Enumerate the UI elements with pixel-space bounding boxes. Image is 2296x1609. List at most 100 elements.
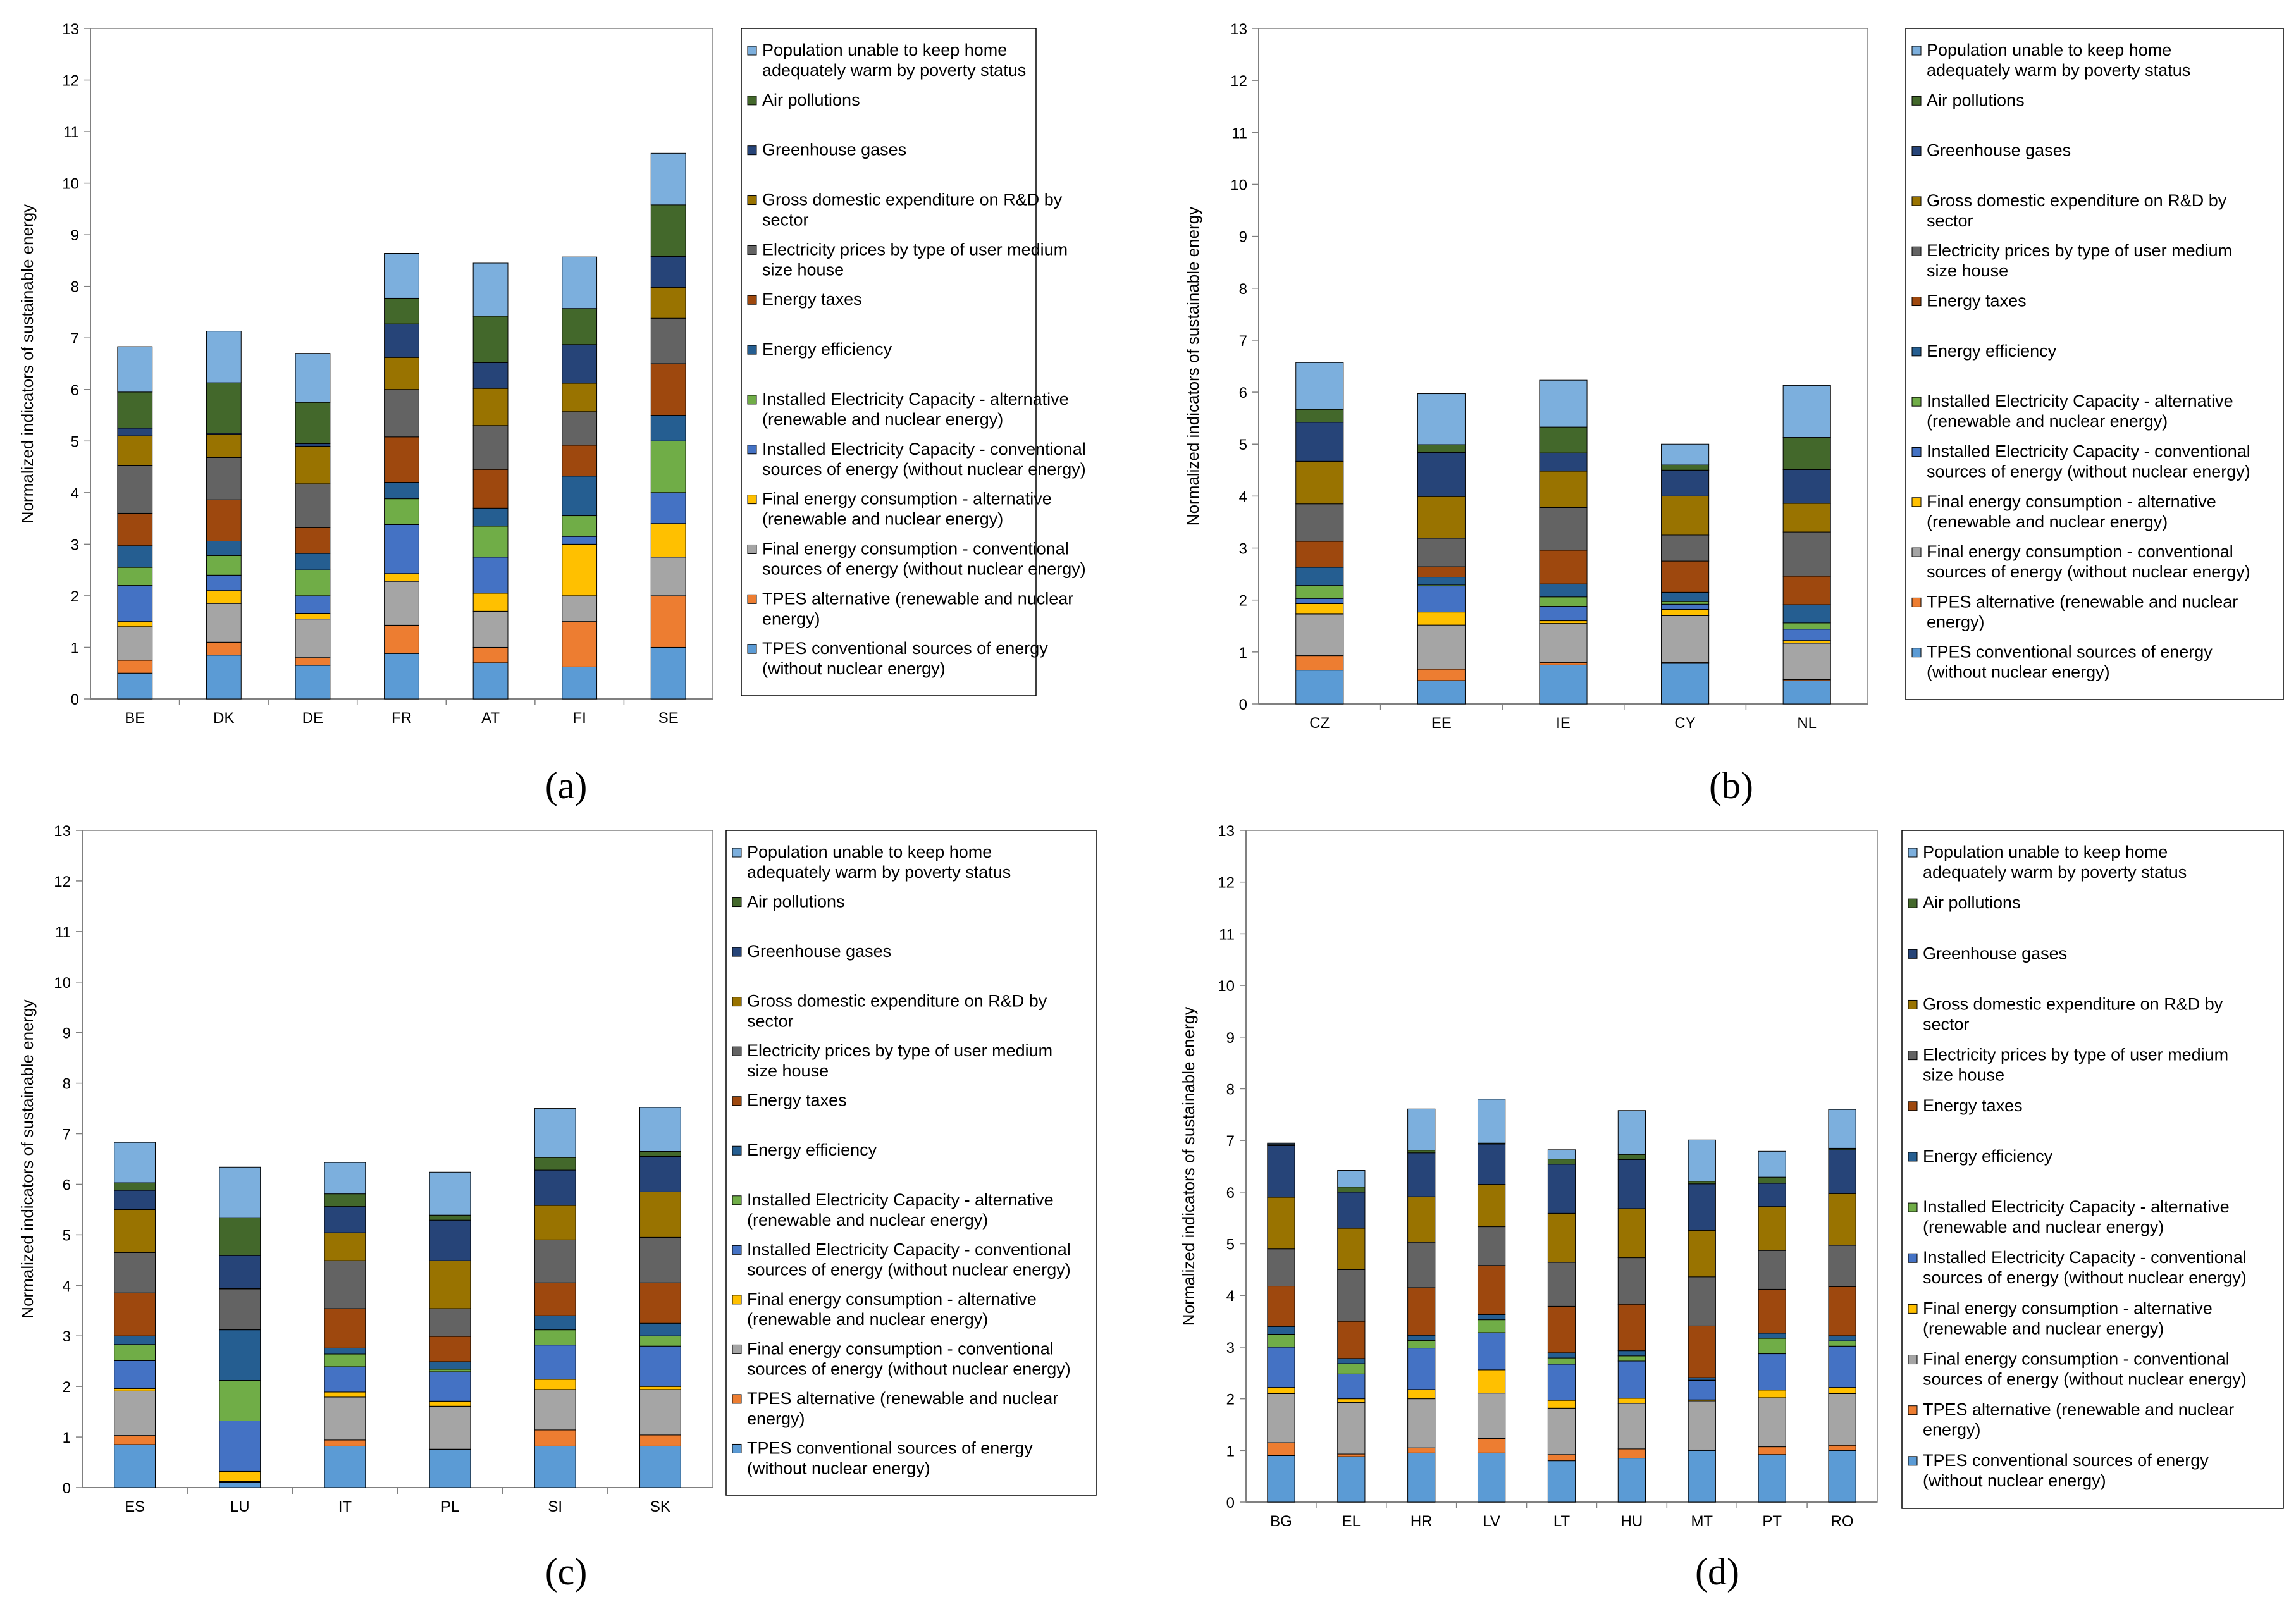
legend-entry-line: Electricity prices by type of user mediu… — [1923, 1045, 2228, 1064]
legend-swatch — [732, 897, 742, 908]
bar-segment — [1539, 620, 1588, 624]
bar-segment — [639, 1107, 681, 1152]
y-tick-label: 5 — [1226, 1236, 1235, 1254]
x-tick-label: PL — [441, 1498, 459, 1515]
legend-swatch — [747, 145, 757, 156]
bar-segment — [429, 1361, 471, 1370]
x-tick-label: SI — [548, 1498, 562, 1515]
bar-segment — [219, 1288, 261, 1330]
bar-segment — [295, 619, 331, 658]
bar-segment — [1295, 603, 1344, 615]
legend-entry-line: size house — [762, 260, 844, 279]
bar-segment — [534, 1345, 576, 1380]
bar-segment — [429, 1260, 471, 1309]
legend-swatch — [1908, 949, 1918, 959]
legend-entry-line: (without nuclear energy) — [762, 659, 946, 678]
bar-segment — [117, 465, 153, 514]
bar-segment — [1295, 567, 1344, 586]
legend-entry-line: TPES conventional sources of energy — [762, 639, 1048, 658]
x-tick-label: HU — [1621, 1513, 1643, 1530]
bar-segment — [1539, 507, 1588, 551]
bar-segment — [1477, 1265, 1506, 1315]
bar-segment — [295, 402, 331, 444]
x-tick-label: ES — [125, 1498, 145, 1515]
legend-swatch — [1911, 246, 1922, 256]
legend-swatch — [732, 997, 742, 1007]
y-tick-label: 13 — [1230, 21, 1247, 38]
bar-segment — [206, 331, 242, 383]
legend-entry-line: Final energy consumption - alternative — [762, 490, 1052, 509]
x-tick-label: IE — [1556, 715, 1571, 732]
legend-entry: Final energy consumption - conventional s… — [1927, 542, 2250, 581]
bar-segment — [219, 1482, 261, 1488]
bar-segment — [1758, 1338, 1786, 1355]
panel-caption: (d) — [1695, 1551, 1739, 1593]
bar-segment — [1417, 577, 1466, 586]
bar-segment — [324, 1445, 366, 1488]
bar-segment — [1407, 1447, 1436, 1453]
legend-entry-line: Energy efficiency — [1923, 1147, 2053, 1166]
bar-segment — [1828, 1149, 1856, 1194]
legend-entry: Greenhouse gases — [1923, 944, 2067, 963]
legend-entry-line: TPES conventional sources of energy — [1923, 1451, 2209, 1470]
bar-segment — [219, 1217, 261, 1256]
legend-swatch — [1908, 999, 1918, 1009]
bar-segment — [117, 672, 153, 700]
legend-entry-line: sector — [1923, 1014, 1970, 1033]
legend-entry-line: sources of energy (without nuclear energ… — [747, 1260, 1071, 1279]
bar-segment — [219, 1166, 261, 1218]
legend-entry: Installed Electricity Capacity - convent… — [747, 1240, 1071, 1279]
y-tick-label: 1 — [63, 1429, 71, 1446]
legend-swatch — [747, 245, 757, 255]
bar-segment — [1661, 591, 1710, 602]
y-axis-label: Normalized indicators of sustainable ene… — [18, 204, 37, 523]
bar-segment — [1758, 1390, 1786, 1398]
bar-segment — [117, 435, 153, 466]
bar-segment — [1782, 385, 1831, 438]
bar-segment — [1617, 1304, 1646, 1352]
bar-segment — [1417, 669, 1466, 681]
legend-entry-line: (renewable and nuclear energy) — [1923, 1218, 2164, 1236]
bar-segment — [1539, 452, 1588, 472]
bar-segment — [429, 1369, 471, 1372]
bar-segment — [534, 1169, 576, 1206]
legend-entry: Energy taxes — [762, 290, 862, 309]
y-tick-label: 11 — [1231, 125, 1247, 142]
legend-swatch — [747, 345, 757, 355]
panel-caption: (b) — [1709, 765, 1753, 806]
bar-segment — [534, 1315, 576, 1331]
bar-segment — [1547, 1149, 1576, 1160]
legend-entry-line: Energy efficiency — [1927, 342, 2057, 361]
legend-entry-line: (renewable and nuclear energy) — [762, 510, 1003, 529]
legend: Population unable to keep home adequately… — [741, 28, 1086, 696]
bar-segment — [1337, 1170, 1366, 1188]
bar-segment — [1337, 1321, 1366, 1359]
bar-segment — [562, 595, 598, 622]
bar-segment — [1295, 541, 1344, 568]
bar-segment — [324, 1193, 366, 1207]
bar-segment — [295, 613, 331, 620]
legend-entry: TPES alternative (renewable and nuclear e… — [762, 589, 1073, 628]
bar-segment — [562, 308, 598, 345]
bar-segment — [1617, 1360, 1646, 1399]
bar-segment — [1758, 1250, 1786, 1290]
bar-segment — [1661, 464, 1710, 471]
bar-segment — [429, 1336, 471, 1362]
bar-segment — [114, 1335, 156, 1345]
legend-entry-line: (renewable and nuclear energy) — [1927, 512, 2168, 531]
bar-segment — [534, 1108, 576, 1158]
bar-segment — [295, 527, 331, 554]
bar-segment — [534, 1239, 576, 1283]
bar-segment — [324, 1353, 366, 1367]
legend-entry-line: Gross domestic expenditure on R&D by — [747, 992, 1047, 1011]
bar-segment — [1539, 662, 1588, 665]
bar-segment — [1407, 1335, 1436, 1341]
y-tick-label: 10 — [1218, 978, 1235, 995]
bar-segment — [1547, 1305, 1576, 1353]
bar-segment — [1828, 1109, 1856, 1149]
y-tick-label: 8 — [71, 279, 79, 296]
bar-segment — [650, 523, 686, 558]
x-tick-label: MT — [1691, 1513, 1713, 1530]
bar-segment — [1782, 437, 1831, 470]
bar-segment — [1267, 1286, 1295, 1327]
